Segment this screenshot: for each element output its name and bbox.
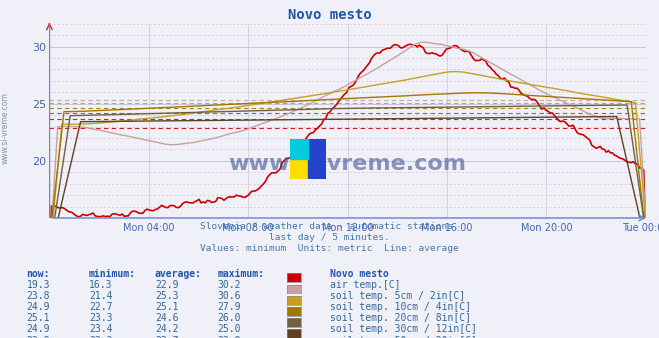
Text: 23.3: 23.3 xyxy=(89,313,113,323)
Text: 27.9: 27.9 xyxy=(217,302,241,312)
Bar xyxy=(290,139,308,179)
Text: soil temp. 10cm / 4in[C]: soil temp. 10cm / 4in[C] xyxy=(330,302,471,312)
Text: 25.3: 25.3 xyxy=(155,291,179,301)
Text: 23.8: 23.8 xyxy=(26,291,50,301)
Text: 16.3: 16.3 xyxy=(89,280,113,290)
Text: 30.2: 30.2 xyxy=(217,280,241,290)
Text: 21.4: 21.4 xyxy=(89,291,113,301)
Text: 24.9: 24.9 xyxy=(26,302,50,312)
Text: Values: minimum  Units: metric  Line: average: Values: minimum Units: metric Line: aver… xyxy=(200,244,459,253)
Text: 22.7: 22.7 xyxy=(89,302,113,312)
Text: Slovenia / weather data - automatic stations.: Slovenia / weather data - automatic stat… xyxy=(200,221,459,231)
Text: soil temp. 20cm / 8in[C]: soil temp. 20cm / 8in[C] xyxy=(330,313,471,323)
Text: soil temp. 30cm / 12in[C]: soil temp. 30cm / 12in[C] xyxy=(330,324,476,335)
Text: 19.3: 19.3 xyxy=(26,280,50,290)
Text: 24.9: 24.9 xyxy=(26,324,50,335)
Text: 23.9: 23.9 xyxy=(217,336,241,338)
Bar xyxy=(308,139,326,179)
Text: Novo mesto: Novo mesto xyxy=(287,8,372,22)
Text: average:: average: xyxy=(155,269,202,279)
Text: 25.1: 25.1 xyxy=(155,302,179,312)
Text: 24.6: 24.6 xyxy=(155,313,179,323)
Text: 23.7: 23.7 xyxy=(155,336,179,338)
Text: 24.2: 24.2 xyxy=(155,324,179,335)
Text: 25.0: 25.0 xyxy=(217,324,241,335)
Bar xyxy=(290,139,308,159)
Text: soil temp. 5cm / 2in[C]: soil temp. 5cm / 2in[C] xyxy=(330,291,465,301)
Text: 23.3: 23.3 xyxy=(89,336,113,338)
Text: last day / 5 minutes.: last day / 5 minutes. xyxy=(269,233,390,242)
Text: Novo mesto: Novo mesto xyxy=(330,269,388,279)
Text: soil temp. 50cm / 20in[C]: soil temp. 50cm / 20in[C] xyxy=(330,336,476,338)
Text: 22.9: 22.9 xyxy=(155,280,179,290)
Text: 30.6: 30.6 xyxy=(217,291,241,301)
Text: 23.9: 23.9 xyxy=(26,336,50,338)
Text: 26.0: 26.0 xyxy=(217,313,241,323)
Text: 25.1: 25.1 xyxy=(26,313,50,323)
Text: minimum:: minimum: xyxy=(89,269,136,279)
Text: maximum:: maximum: xyxy=(217,269,264,279)
Text: air temp.[C]: air temp.[C] xyxy=(330,280,400,290)
Text: www.si-vreme.com: www.si-vreme.com xyxy=(1,93,10,164)
Text: www.si-vreme.com: www.si-vreme.com xyxy=(229,153,467,174)
Text: now:: now: xyxy=(26,269,50,279)
Text: 23.4: 23.4 xyxy=(89,324,113,335)
